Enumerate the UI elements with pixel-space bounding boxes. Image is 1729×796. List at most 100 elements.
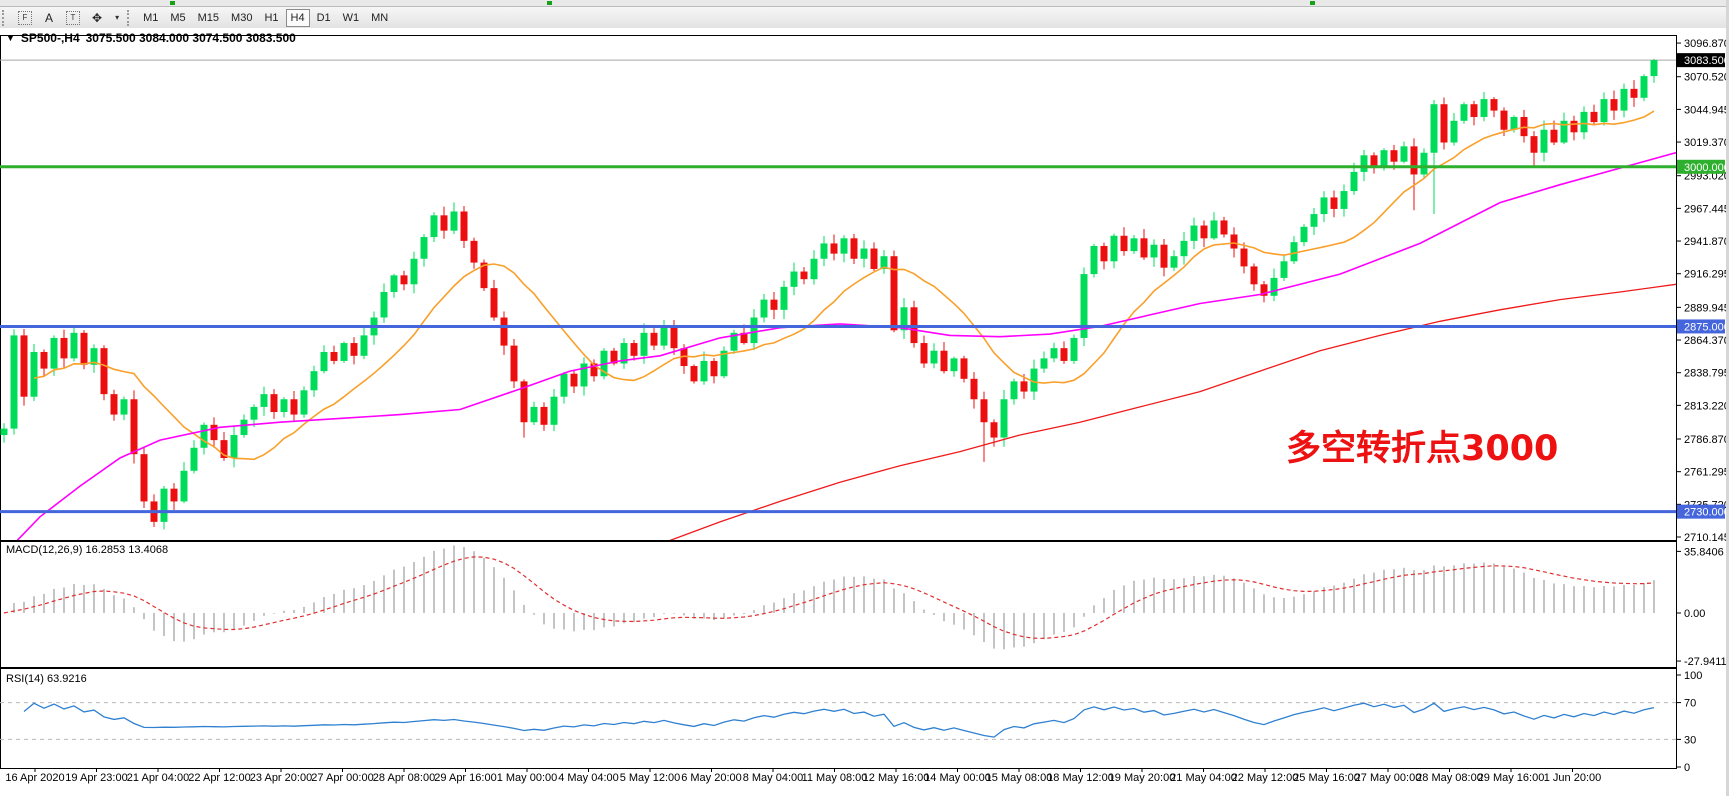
svg-text:0.00: 0.00 — [1684, 608, 1705, 620]
svg-text:35.8406: 35.8406 — [1684, 546, 1724, 558]
svg-text:3000.000: 3000.000 — [1684, 162, 1729, 174]
cursor-modes-dropdown-icon[interactable]: ▾ — [109, 9, 124, 27]
svg-text:21 May 04:00: 21 May 04:00 — [1170, 772, 1237, 784]
symbol-period-label: SP500-,H4 — [20, 31, 80, 45]
svg-text:22 Apr 12:00: 22 Apr 12:00 — [188, 772, 250, 784]
svg-text:8 May 04:00: 8 May 04:00 — [743, 772, 804, 784]
time-axis: 16 Apr 2020 19 Apr 23:00 21 Apr 04:00 22 Ap… — [5, 768, 1601, 784]
macd-label: MACD(12,26,9) 16.2853 13.4068 — [6, 544, 169, 556]
svg-text:22 May 12:00: 22 May 12:00 — [1232, 772, 1299, 784]
timeframe-M1[interactable]: M1 — [138, 9, 163, 27]
timeframe-D1[interactable]: D1 — [312, 9, 336, 27]
svg-text:2864.370: 2864.370 — [1684, 335, 1729, 347]
svg-text:1 Jun 20:00: 1 Jun 20:00 — [1544, 772, 1602, 784]
svg-text:23 Apr 20:00: 23 Apr 20:00 — [250, 772, 312, 784]
chart-collapse-arrow[interactable]: ▼ — [6, 33, 15, 43]
ohlc-values: 3075.500 3084.000 3074.500 3083.500 — [85, 31, 296, 45]
svg-text:2941.870: 2941.870 — [1684, 236, 1729, 248]
svg-text:2889.945: 2889.945 — [1684, 302, 1729, 314]
svg-text:3083.500: 3083.500 — [1684, 55, 1729, 67]
font-tool-icon[interactable]: A — [39, 9, 59, 27]
svg-text:2761.295: 2761.295 — [1684, 467, 1729, 479]
timeframe-MN[interactable]: MN — [366, 9, 393, 27]
timeframe-W1[interactable]: W1 — [338, 9, 365, 27]
status-dot — [547, 1, 552, 5]
svg-text:25 May 16:00: 25 May 16:00 — [1293, 772, 1360, 784]
chart-title: ▼ SP500-,H4 3075.500 3084.000 3074.500 3… — [6, 31, 296, 45]
svg-text:15 May 08:00: 15 May 08:00 — [986, 772, 1053, 784]
svg-text:11 May 08:00: 11 May 08:00 — [802, 772, 868, 784]
cursor-modes-icon[interactable]: ✥ — [87, 9, 107, 27]
ma-red — [669, 283, 1676, 540]
svg-text:16 Apr 2020: 16 Apr 2020 — [5, 772, 64, 784]
svg-text:2786.870: 2786.870 — [1684, 434, 1729, 446]
svg-text:1 May 00:00: 1 May 00:00 — [497, 772, 558, 784]
status-dot — [170, 1, 175, 5]
svg-text:2710.145: 2710.145 — [1684, 532, 1729, 544]
timeframe-H1[interactable]: H1 — [259, 9, 283, 27]
svg-text:70: 70 — [1684, 698, 1696, 710]
svg-text:3070.520: 3070.520 — [1684, 72, 1729, 84]
rsi-line — [23, 702, 1655, 738]
svg-text:2838.795: 2838.795 — [1684, 368, 1729, 380]
timeframe-M30[interactable]: M30 — [226, 9, 257, 27]
panel-border — [0, 541, 1677, 668]
svg-text:3044.945: 3044.945 — [1684, 104, 1729, 116]
rsi-panel — [0, 702, 1676, 740]
toolbar-row-partial — [0, 0, 1729, 7]
svg-text:30: 30 — [1684, 734, 1696, 746]
svg-text:100: 100 — [1684, 670, 1702, 682]
chart-window[interactable]: 3096.870 3070.520 3044.945 3019.370 2993.020… — [0, 28, 1729, 796]
svg-text:28 Apr 08:00: 28 Apr 08:00 — [373, 772, 435, 784]
svg-text:21 Apr 04:00: 21 Apr 04:00 — [127, 772, 189, 784]
chart-templates-icon[interactable]: F — [13, 9, 37, 27]
timeframe-M5[interactable]: M5 — [165, 9, 190, 27]
toolbar-drag-handle[interactable] — [2, 9, 9, 26]
svg-text:19 May 20:00: 19 May 20:00 — [1109, 772, 1176, 784]
price-axis: 3096.8703070.5203044.9453019.3702993.020… — [1676, 38, 1729, 774]
svg-text:6 May 20:00: 6 May 20:00 — [681, 772, 742, 784]
panel-border — [0, 668, 1677, 769]
ma-magenta — [16, 151, 1676, 540]
window-edge — [1726, 0, 1729, 796]
svg-text:3019.370: 3019.370 — [1684, 137, 1729, 149]
drawing-tools-group: F A T ✥ ▾ — [12, 9, 125, 27]
svg-text:27 May 00:00: 27 May 00:00 — [1355, 772, 1422, 784]
price-badge — [1677, 319, 1725, 334]
svg-text:28 May 08:00: 28 May 08:00 — [1416, 772, 1483, 784]
svg-text:3096.870: 3096.870 — [1684, 38, 1729, 50]
chart-toolbar: F A T ✥ ▾ M1 M5 M15 M30 H1 H4 D1 W1 MN — [0, 7, 1729, 29]
svg-text:2967.445: 2967.445 — [1684, 203, 1729, 215]
timeframe-M15[interactable]: M15 — [193, 9, 224, 27]
price-badge — [1677, 159, 1725, 174]
svg-text:2916.295: 2916.295 — [1684, 269, 1729, 281]
svg-text:2730.000: 2730.000 — [1684, 507, 1729, 519]
svg-text:12 May 16:00: 12 May 16:00 — [863, 772, 930, 784]
status-dot — [1310, 1, 1315, 5]
svg-text:2875.000: 2875.000 — [1684, 321, 1729, 333]
toolbar-drag-handle[interactable] — [127, 9, 134, 26]
text-label-tool-icon[interactable]: T — [61, 9, 85, 27]
panel-border — [0, 35, 1677, 541]
svg-text:5 May 12:00: 5 May 12:00 — [620, 772, 681, 784]
timeframe-H4[interactable]: H4 — [285, 8, 310, 27]
rsi-label: RSI(14) 63.9216 — [6, 673, 87, 685]
price-badge — [1677, 504, 1725, 519]
svg-text:18 May 12:00: 18 May 12:00 — [1047, 772, 1114, 784]
price-chart-canvas[interactable]: 3096.8703070.5203044.9453019.3702993.020… — [0, 28, 1729, 796]
svg-text:0: 0 — [1684, 762, 1690, 774]
svg-text:29 May 16:00: 29 May 16:00 — [1478, 772, 1545, 784]
svg-text:4 May 04:00: 4 May 04:00 — [558, 772, 619, 784]
price-badge — [1677, 53, 1725, 68]
svg-text:14 May 00:00: 14 May 00:00 — [924, 772, 991, 784]
macd-panel — [3, 545, 1655, 650]
svg-text:29 Apr 16:00: 29 Apr 16:00 — [434, 772, 496, 784]
svg-text:27 Apr 00:00: 27 Apr 00:00 — [311, 772, 373, 784]
svg-text:-27.9411: -27.9411 — [1684, 656, 1727, 668]
annotation-text[interactable]: 多空转折点3000 — [1286, 429, 1559, 469]
macd-signal-line — [3, 556, 1655, 640]
svg-text:2813.220: 2813.220 — [1684, 400, 1729, 412]
svg-text:19 Apr 23:00: 19 Apr 23:00 — [65, 772, 127, 784]
timeframe-group: M1 M5 M15 M30 H1 H4 D1 W1 MN — [137, 8, 394, 27]
